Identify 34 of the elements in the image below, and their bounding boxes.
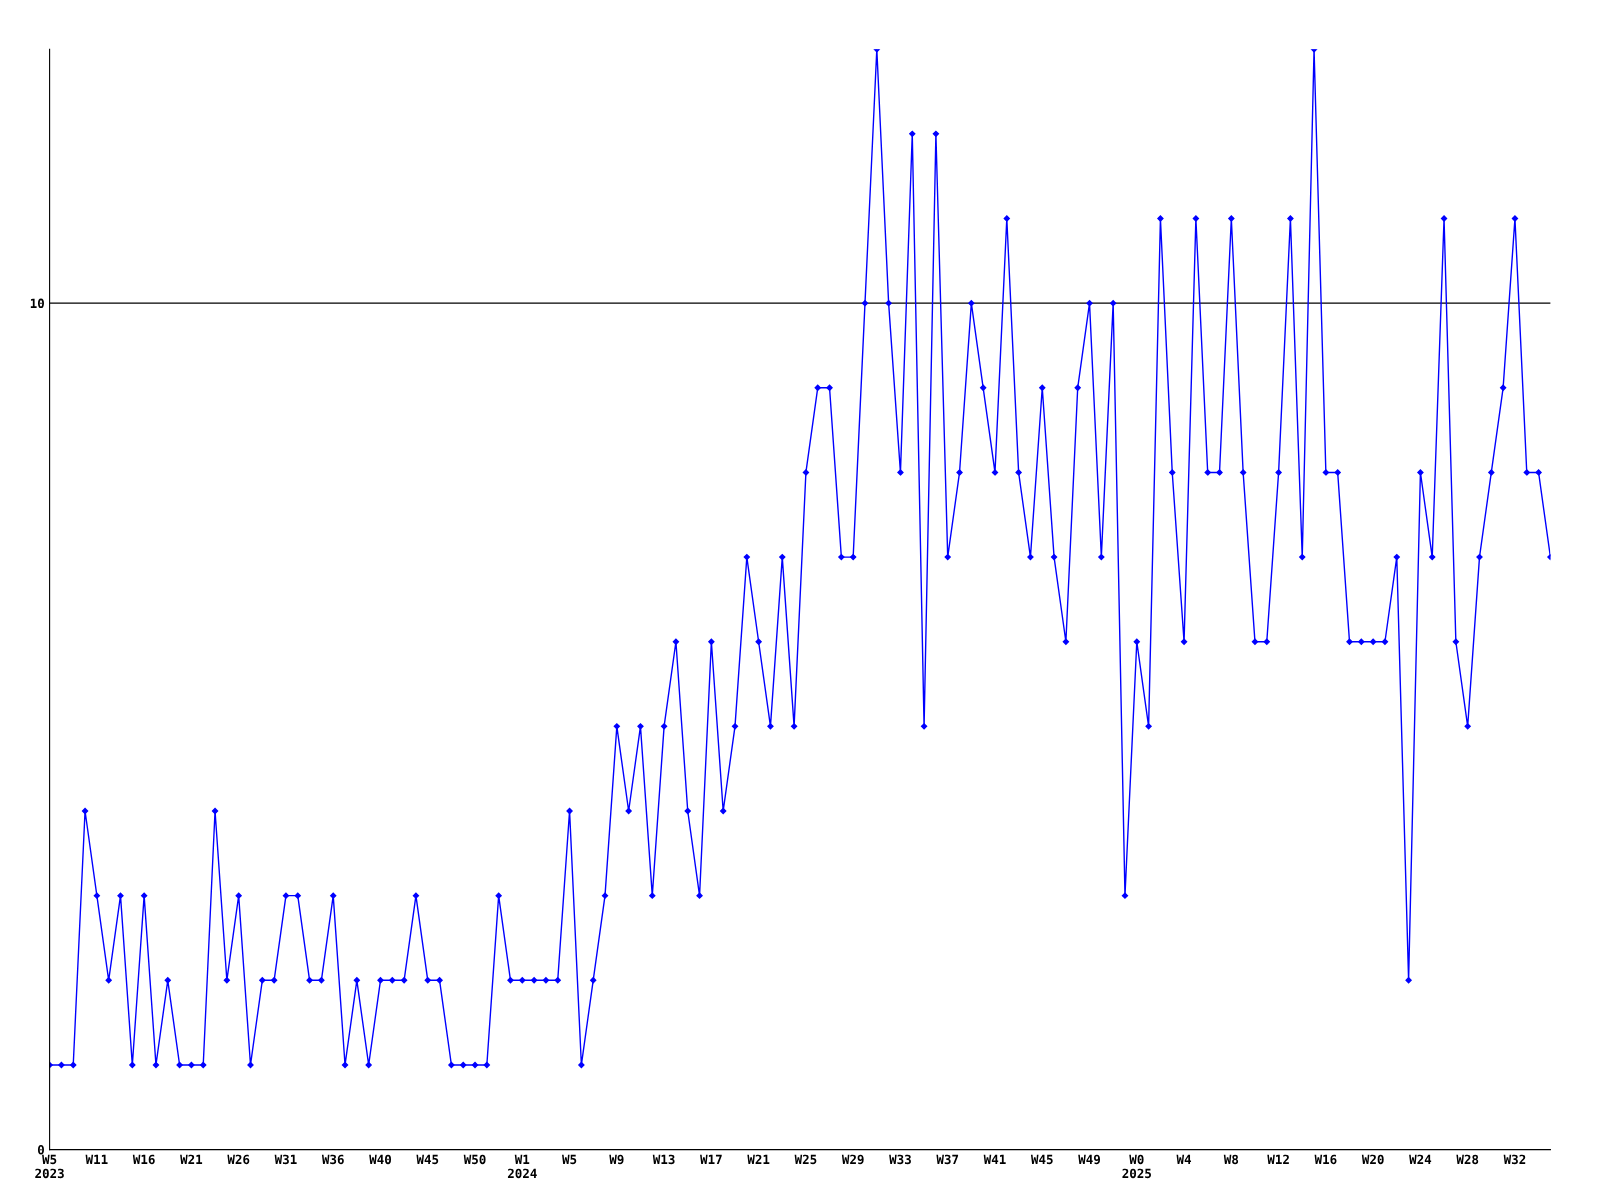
y-tick-label: 0: [37, 1145, 44, 1155]
x-tick-label: W32: [1503, 1154, 1526, 1165]
x-tick-label: W41: [983, 1154, 1006, 1164]
x-tick-label: W11: [85, 1154, 108, 1164]
x-tick-label: W5 2023: [35, 1154, 64, 1179]
x-tick-label: W1 2024: [507, 1154, 537, 1179]
x-tick-label: W37: [936, 1154, 959, 1165]
x-tick-label: W33: [889, 1154, 911, 1165]
x-tick-label: W29: [841, 1154, 864, 1165]
x-tick-label: W49: [1078, 1154, 1101, 1165]
x-tick-label: W16: [1314, 1154, 1337, 1165]
x-tick-label: W40: [369, 1154, 392, 1165]
x-tick-label: W21: [180, 1154, 203, 1164]
x-tick-label: W5: [562, 1154, 577, 1165]
x-tick-label: W45: [416, 1154, 439, 1165]
x-tick-label: W24: [1409, 1154, 1432, 1164]
x-tick-label: W28: [1456, 1154, 1479, 1165]
x-tick-label: W26: [227, 1154, 250, 1165]
x-tick-label: W9: [609, 1154, 624, 1165]
x-tick-label: W0 2025: [1122, 1154, 1151, 1179]
x-tick-label: W8: [1223, 1154, 1239, 1165]
x-tick-label: W45: [1030, 1154, 1053, 1165]
x-tick-label: W25: [794, 1154, 817, 1165]
x-tick-label: W36: [321, 1154, 344, 1165]
x-tick-label: W16: [132, 1154, 155, 1165]
x-tick-label: W31: [274, 1154, 297, 1165]
x-tick-label: W21: [747, 1154, 770, 1164]
x-tick-label: W50: [463, 1154, 486, 1165]
x-tick-label: W13: [652, 1154, 675, 1165]
x-tick-label: W12: [1267, 1154, 1289, 1164]
x-tick-label: W17: [700, 1154, 722, 1164]
x-tick-label: W4: [1176, 1154, 1192, 1164]
y-tick-label: 10: [30, 298, 44, 309]
x-tick-label: W20: [1361, 1154, 1384, 1165]
